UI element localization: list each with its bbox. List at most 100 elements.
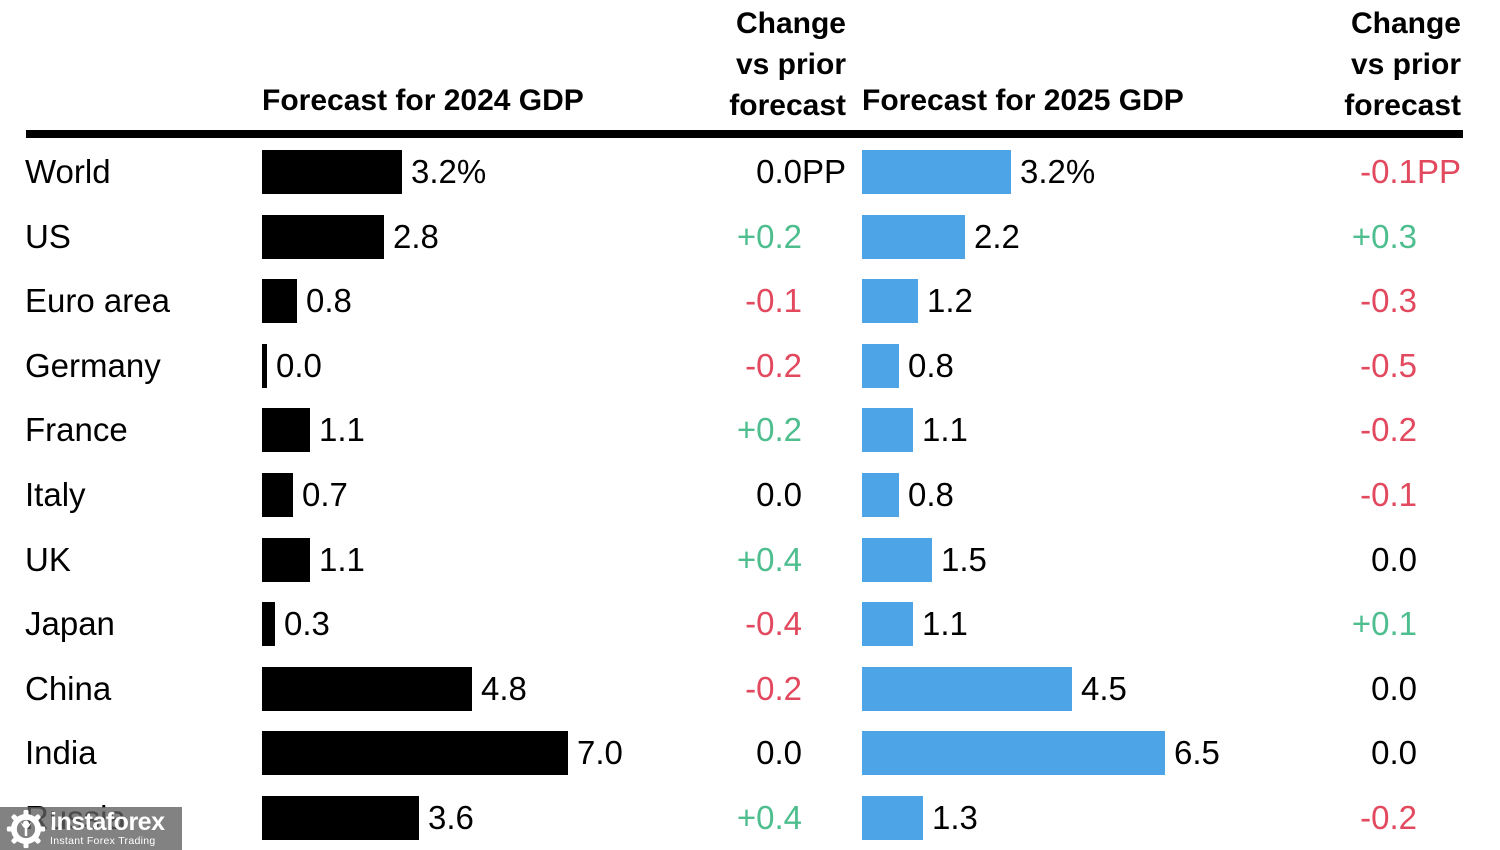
value-2024-gdp: 0.3 (284, 605, 330, 642)
column-header-2024-gdp: Forecast for 2024 GDP (262, 84, 584, 117)
value-2025-gdp: 1.2 (927, 282, 973, 319)
change-value: -0.1 (1360, 476, 1417, 513)
column-header-change-line: Change (1350, 7, 1461, 40)
change-value: -0.2 (745, 670, 802, 707)
table-row: Euro area 0.8 -0.1 1.2 -0.3 (0, 268, 1500, 334)
bar-2025-gdp (862, 731, 1165, 775)
watermark-brand: instaforex (50, 808, 165, 836)
value-2025-gdp: 1.5 (941, 541, 987, 578)
value-2024-gdp: 4.8 (481, 670, 527, 707)
change-vs-prior-2025: -0.1 (1221, 462, 1461, 528)
change-vs-prior-2024: -0.1 (606, 268, 846, 334)
change-vs-prior-2025: -0.1 PP (1221, 139, 1461, 205)
change-value: -0.2 (1360, 411, 1417, 448)
bar-2025-gdp (862, 215, 965, 259)
change-unit-suffix: PP (1416, 153, 1461, 190)
row-label: France (25, 411, 128, 448)
change-value: 0.0 (756, 734, 802, 771)
change-vs-prior-2024: +0.2 (606, 397, 846, 463)
bar-2024-gdp (262, 279, 297, 323)
value-2025-gdp: 1.1 (922, 411, 968, 448)
column-header-change-2025: Change vs prior forecast (1344, 3, 1461, 126)
row-label: China (25, 670, 112, 707)
value-2025-gdp: 1.3 (932, 799, 978, 836)
value-2024-gdp: 0.8 (306, 282, 352, 319)
bar-2025-gdp (862, 473, 899, 517)
change-value: +0.4 (736, 799, 802, 836)
value-2025-gdp: 0.8 (908, 347, 954, 384)
watermark-tagline: Instant Forex Trading (50, 835, 156, 847)
change-value: -0.1 (1360, 153, 1417, 190)
bar-2025-gdp (862, 538, 932, 582)
column-header-change-line: vs prior (1350, 48, 1461, 81)
change-value: 0.0 (756, 476, 802, 513)
row-label: Germany (25, 347, 161, 384)
change-vs-prior-2024: -0.4 (606, 591, 846, 657)
change-vs-prior-2025: -0.2 (1221, 785, 1461, 850)
header-divider-rule (26, 130, 1463, 138)
change-vs-prior-2025: 0.0 (1221, 527, 1461, 593)
bar-2024-gdp (262, 473, 293, 517)
value-2024-gdp: 1.1 (319, 411, 365, 448)
table-row: UK 1.1 +0.4 1.5 0.0 (0, 527, 1500, 593)
change-vs-prior-2024: +0.4 (606, 527, 846, 593)
bar-2024-gdp (262, 796, 419, 840)
table-row: US 2.8 +0.2 2.2 +0.3 (0, 204, 1500, 270)
table-row: Russia 3.6 +0.4 1.3 -0.2 (0, 785, 1500, 850)
value-2025-gdp: 6.5 (1174, 734, 1220, 771)
change-value: +0.2 (736, 411, 802, 448)
instaforex-wordmark: instaforex Instant Forex Trading (50, 808, 165, 848)
change-vs-prior-2025: -0.2 (1221, 397, 1461, 463)
change-vs-prior-2024: 0.0 (606, 720, 846, 786)
bar-2025-gdp (862, 602, 913, 646)
bar-2025-gdp (862, 344, 899, 388)
change-value: -0.3 (1360, 282, 1417, 319)
value-2024-gdp: 2.8 (393, 218, 439, 255)
change-vs-prior-2025: +0.1 (1221, 591, 1461, 657)
value-2025-gdp: 2.2 (974, 218, 1020, 255)
change-vs-prior-2024: +0.2 (606, 204, 846, 270)
change-vs-prior-2025: +0.3 (1221, 204, 1461, 270)
bar-2025-gdp (862, 150, 1011, 194)
bar-2024-gdp (262, 538, 310, 582)
bar-2024-gdp (262, 731, 568, 775)
table-row: Italy 0.7 0.0 0.8 -0.1 (0, 462, 1500, 528)
column-header-change-line: forecast (729, 89, 846, 122)
row-label: US (25, 218, 71, 255)
table-row: France 1.1 +0.2 1.1 -0.2 (0, 397, 1500, 463)
value-2024-gdp: 3.6 (428, 799, 474, 836)
value-2024-gdp: 0.7 (302, 476, 348, 513)
change-value: +0.3 (1351, 218, 1417, 255)
change-vs-prior-2025: -0.3 (1221, 268, 1461, 334)
table-row: Germany 0.0 -0.2 0.8 -0.5 (0, 333, 1500, 399)
change-value: +0.4 (736, 541, 802, 578)
value-2024-gdp: 3.2% (411, 153, 487, 190)
bar-2025-gdp (862, 279, 918, 323)
change-vs-prior-2024: 0.0 PP (606, 139, 846, 205)
row-label: Japan (25, 605, 115, 642)
instaforex-watermark: instaforex Instant Forex Trading (0, 807, 182, 850)
change-value: -0.2 (1360, 799, 1417, 836)
change-vs-prior-2025: 0.0 (1221, 656, 1461, 722)
bar-2024-gdp (262, 408, 310, 452)
value-2025-gdp: 1.1 (922, 605, 968, 642)
value-2024-gdp: 0.0 (276, 347, 322, 384)
change-unit-suffix: PP (801, 153, 846, 190)
row-label: UK (25, 541, 71, 578)
change-value: 0.0 (1371, 734, 1417, 771)
change-value: -0.5 (1360, 347, 1417, 384)
value-2024-gdp: 1.1 (319, 541, 365, 578)
bar-2025-gdp (862, 408, 913, 452)
bar-2025-gdp (862, 667, 1072, 711)
row-label: Italy (25, 476, 86, 513)
bar-2024-gdp (262, 150, 402, 194)
value-2025-gdp: 3.2% (1020, 153, 1096, 190)
bar-2024-gdp (262, 602, 275, 646)
change-vs-prior-2024: -0.2 (606, 656, 846, 722)
column-header-change-2024: Change vs prior forecast (729, 3, 846, 126)
change-vs-prior-2024: +0.4 (606, 785, 846, 850)
change-value: 0.0 (1371, 541, 1417, 578)
change-vs-prior-2024: -0.2 (606, 333, 846, 399)
